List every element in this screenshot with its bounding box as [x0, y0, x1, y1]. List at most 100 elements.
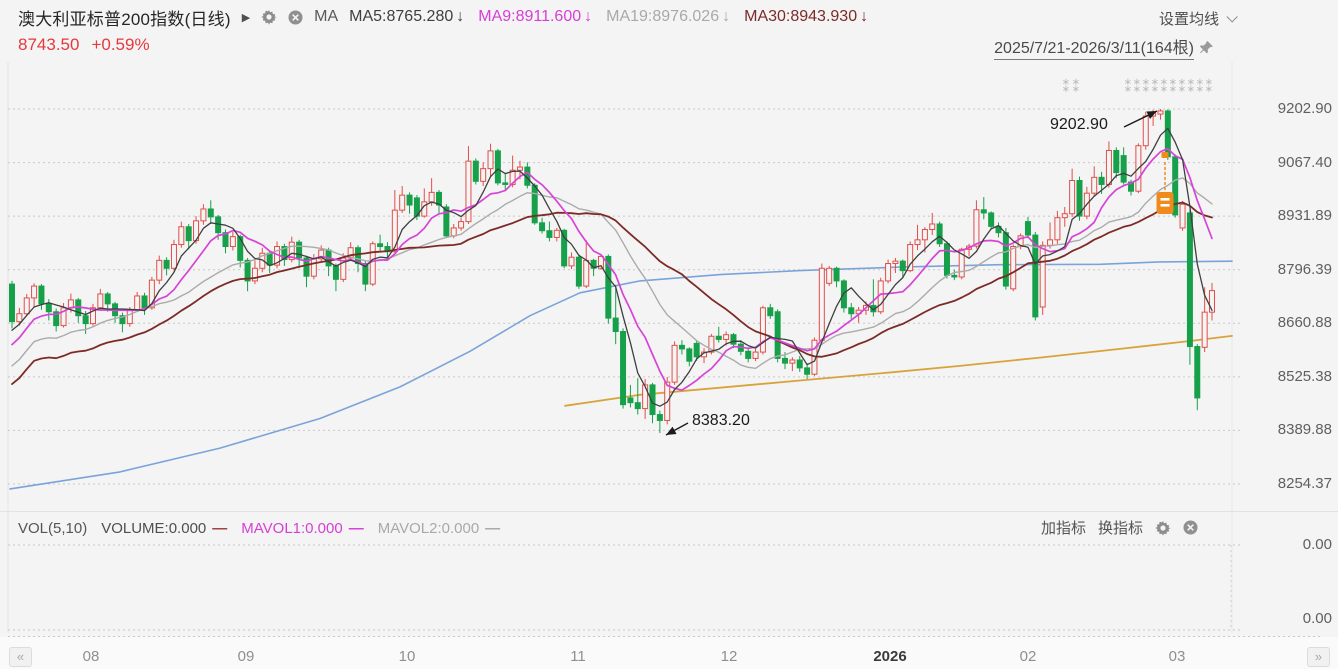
ma-settings-button[interactable]: 设置均线: [1159, 8, 1238, 29]
ma-legend-item: MA5:8765.280 ↓: [349, 8, 465, 25]
event-marker-icon[interactable]: ∗: [1133, 77, 1141, 88]
scroll-right-button[interactable]: »: [1307, 647, 1330, 667]
scroll-left-button[interactable]: «: [9, 647, 32, 667]
candle: [377, 243, 384, 248]
ma-legend: MA5:8765.280 ↓ MA9:8911.600 ↓ MA19:8976.026 ↓…: [349, 8, 868, 26]
event-marker-icon[interactable]: ∗: [1062, 77, 1070, 88]
candle: [899, 260, 906, 272]
candle: [752, 351, 759, 359]
chart-header: 澳大利亚标普200指数(日线) ▶ MA MA5:8765.280 ↓ MA9:89…: [18, 4, 868, 30]
time-axis-label: 09: [237, 648, 255, 665]
event-marker-icon[interactable]: ∗: [1196, 84, 1204, 95]
candle: [237, 236, 244, 261]
event-marker-icon[interactable]: ∗: [1187, 77, 1195, 88]
candle: [1113, 149, 1120, 174]
add-indicator-button[interactable]: 加指标: [1040, 520, 1086, 537]
candle: [907, 244, 914, 272]
volume-axis-label: 0.00: [1302, 536, 1332, 553]
gear-icon[interactable]: [261, 9, 277, 25]
candle: [31, 285, 38, 299]
event-marker-icon[interactable]: ∗: [1169, 84, 1177, 95]
candle: [251, 267, 258, 282]
candle: [296, 241, 303, 259]
candle: [458, 221, 465, 229]
event-marker-icon[interactable]: ∗: [1072, 77, 1080, 88]
candle: [82, 315, 89, 325]
candle: [38, 285, 45, 305]
candle: [45, 303, 52, 313]
series-dash-icon: —: [485, 519, 501, 537]
event-marker-icon[interactable]: ∗: [1142, 77, 1150, 88]
candle: [1179, 203, 1186, 229]
expand-play-icon[interactable]: ▶: [241, 11, 251, 24]
candle: [369, 243, 376, 285]
announcement-badge-icon[interactable]: [1156, 192, 1174, 214]
candle: [406, 194, 413, 206]
event-marker-icon[interactable]: ∗: [1196, 77, 1204, 88]
candle: [1024, 221, 1031, 236]
candle: [509, 169, 516, 185]
candle: [671, 344, 678, 383]
price-axis-label: 8389.88: [1277, 421, 1332, 439]
candle: [1054, 217, 1061, 241]
gear-icon[interactable]: [1155, 520, 1171, 536]
candle: [16, 313, 23, 323]
candle: [561, 229, 568, 267]
candle: [229, 236, 236, 248]
visible-date-range[interactable]: 2025/7/21-2026/3/11(164根): [994, 34, 1214, 60]
candle: [634, 402, 641, 410]
candle: [450, 227, 457, 237]
time-axis-label: 03: [1168, 648, 1186, 665]
candle: [531, 184, 538, 224]
candle: [23, 297, 30, 315]
time-axis-label: 08: [82, 648, 100, 665]
price-annotation: 9202.90: [1050, 116, 1108, 133]
event-marker-icon[interactable]: ∗: [1133, 84, 1141, 95]
candle: [170, 244, 177, 269]
candle: [1032, 234, 1039, 318]
ma-legend-item: MA9:8911.600 ↓: [478, 8, 593, 25]
event-marker-icon[interactable]: ∗: [1205, 84, 1213, 95]
event-marker-icon[interactable]: ∗: [1205, 77, 1213, 88]
ma-indicator-label[interactable]: MA: [314, 8, 339, 25]
event-marker-icon[interactable]: ∗: [1178, 84, 1186, 95]
event-marker-icon[interactable]: ∗: [1151, 77, 1159, 88]
candle: [207, 208, 214, 218]
event-marker-icon[interactable]: ∗: [1142, 84, 1150, 95]
candle: [281, 246, 288, 261]
close-icon[interactable]: [288, 10, 303, 25]
event-marker-icon[interactable]: ∗: [1124, 77, 1132, 88]
event-marker-icon[interactable]: ∗: [1187, 84, 1195, 95]
volume-legend-item: MAVOL1:0.000 —: [241, 520, 363, 537]
vol-indicator-label[interactable]: VOL(5,10): [18, 519, 88, 537]
candle: [126, 309, 133, 325]
event-marker-icon[interactable]: ∗: [1062, 84, 1070, 95]
event-marker-icon[interactable]: ∗: [1169, 77, 1177, 88]
price-axis-label: 8254.37: [1277, 474, 1332, 492]
candle: [472, 160, 479, 182]
candle: [487, 150, 494, 170]
event-marker-icon[interactable]: ∗: [1072, 84, 1080, 95]
volume-series-label: MAVOL2:0.000: [377, 519, 480, 537]
candle: [266, 252, 273, 266]
switch-indicator-button[interactable]: 换指标: [1097, 520, 1143, 537]
candle: [826, 267, 833, 284]
event-marker-icon[interactable]: ∗: [1160, 84, 1168, 95]
event-marker-icon[interactable]: ∗: [1178, 77, 1186, 88]
candle: [9, 283, 15, 323]
event-marker-icon[interactable]: ∗: [1124, 84, 1132, 95]
event-marker-icon[interactable]: ∗: [1160, 77, 1168, 88]
candle: [104, 293, 111, 305]
candle: [347, 247, 354, 259]
event-marker-icon[interactable]: ∗: [1151, 84, 1159, 95]
candle: [60, 307, 67, 327]
pin-icon[interactable]: [1199, 40, 1214, 55]
close-icon[interactable]: [1183, 520, 1198, 535]
candle: [1010, 246, 1017, 290]
candle: [1186, 212, 1193, 348]
candle: [678, 344, 685, 350]
series-dash-icon: —: [212, 519, 228, 537]
time-axis-strip: [0, 637, 1338, 669]
time-axis-label: 12: [720, 648, 738, 665]
